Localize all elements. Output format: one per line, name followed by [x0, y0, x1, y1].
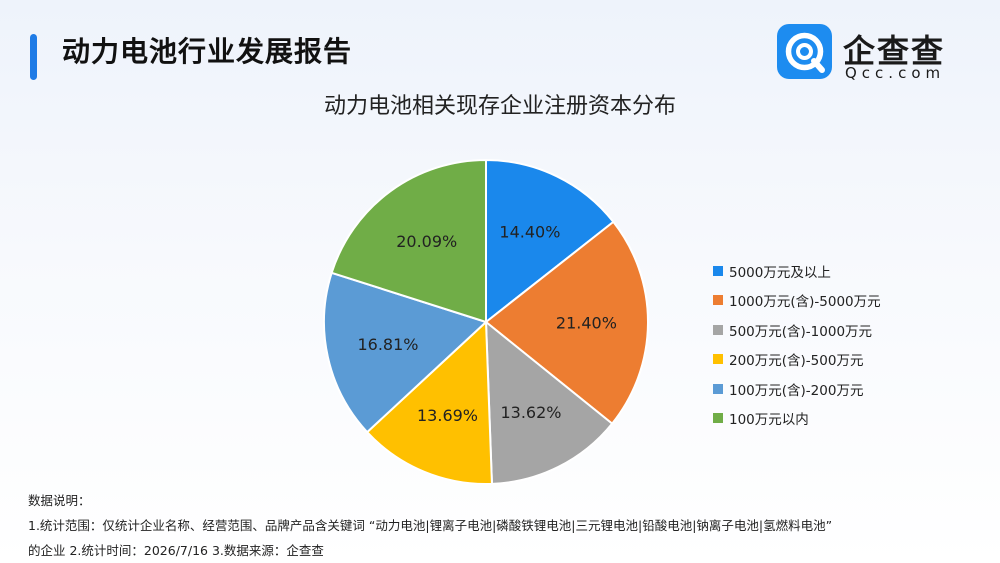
qcc-logo: 企查查 Qcc.com	[777, 24, 977, 84]
logo-subtext: Qcc.com	[845, 64, 946, 82]
legend-label: 100万元以内	[729, 412, 809, 429]
legend-item-1: 5000万元及以上	[713, 256, 881, 286]
pie-slice-6	[330, 158, 487, 324]
legend-swatch	[713, 383, 723, 394]
pie-slice-4	[365, 319, 493, 485]
chart-legend: 5000万元及以上 1000万元(含)-5000万元 500万元(含)-1000万元…	[713, 256, 881, 433]
legend-label: 100万元(含)-200万元	[729, 382, 864, 399]
legend-label: 5000万元及以上	[729, 264, 831, 281]
pie-data-label-1: 14.40%	[499, 223, 560, 242]
chart-title: 动力电池相关现存企业注册资本分布	[323, 94, 676, 119]
legend-label: 200万元(含)-500万元	[729, 353, 864, 370]
legend-label: 1000万元(含)-5000万元	[729, 294, 881, 311]
pie-slice-3	[484, 319, 614, 485]
legend-item-3: 500万元(含)-1000万元	[713, 315, 881, 345]
qcc-logo-icon	[777, 24, 832, 79]
legend-item-2: 1000万元(含)-5000万元	[713, 286, 881, 316]
pie-data-label-4: 13.69%	[417, 406, 478, 425]
report-title: 动力电池行业发展报告	[62, 35, 353, 68]
legend-swatch	[713, 265, 723, 276]
legend-label: 500万元(含)-1000万元	[729, 323, 873, 340]
pie-data-label-6: 20.09%	[396, 232, 457, 251]
notes-line-1: 1.统计范围：仅统计企业名称、经营范围、品牌产品含关键词 “动力电池|锂离子电池…	[28, 518, 833, 533]
title-accent-bar	[30, 34, 37, 80]
notes-line-2: 的企业 2.统计时间：2026/7/16 3.数据来源：企查查	[28, 543, 324, 558]
pie-slice-5	[323, 271, 488, 434]
legend-swatch	[713, 354, 723, 365]
pie-data-label-2: 21.40%	[556, 314, 617, 333]
legend-item-6: 100万元以内	[713, 404, 881, 434]
logo-text: 企查查	[843, 32, 946, 70]
notes-heading: 数据说明：	[28, 493, 91, 508]
pie-data-label-5: 16.81%	[357, 335, 418, 354]
data-notes: 数据说明： 1.统计范围：仅统计企业名称、经营范围、品牌产品含关键词 “动力电池…	[28, 488, 832, 563]
pie-data-label-3: 13.62%	[500, 403, 561, 422]
legend-swatch	[713, 324, 723, 335]
pie-slice-2	[484, 220, 649, 426]
legend-swatch	[713, 295, 723, 306]
legend-swatch	[713, 413, 723, 424]
legend-item-4: 200万元(含)-500万元	[713, 345, 881, 375]
legend-item-5: 100万元(含)-200万元	[713, 374, 881, 404]
pie-slice-1	[485, 158, 615, 325]
